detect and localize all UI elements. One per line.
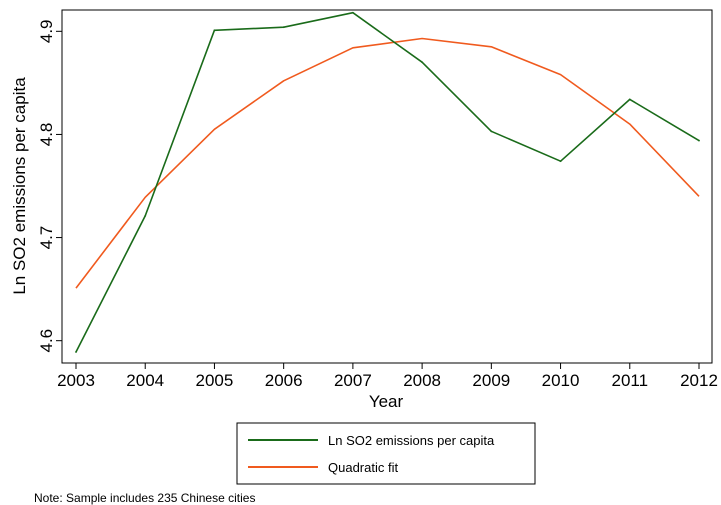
x-axis: 2003 2004 2005 2006 2007 2008 2009 2010 2011 2012 [57,363,718,390]
legend-label-ln-so2: Ln SO2 emissions per capita [328,433,495,448]
data-point [75,351,77,353]
y-axis-title: Ln SO2 emissions per capita [10,77,29,295]
x-tick-label: 2005 [196,371,234,390]
data-point [490,130,493,133]
chart-note: Note: Sample includes 235 Chinese cities [34,491,255,505]
series-layer [75,11,700,353]
x-axis-title: Year [369,392,404,411]
y-tick-label: 4.6 [37,329,56,353]
x-tick-label: 2007 [334,371,372,390]
y-tick-label: 4.9 [37,19,56,43]
data-point [351,11,354,14]
series-line-quadratic-fit [75,37,700,289]
data-point [421,61,424,64]
x-tick-label: 2009 [472,371,510,390]
data-point [144,215,147,217]
plot-area [61,9,713,364]
y-tick-label: 4.7 [37,226,56,250]
legend: Ln SO2 emissions per capita Quadratic fi… [236,422,536,485]
x-tick-label: 2011 [611,371,648,390]
data-point [559,160,562,163]
x-tick-label: 2004 [126,371,164,390]
data-point [628,98,631,101]
x-tick-label: 2006 [265,371,303,390]
x-tick-label: 2012 [680,371,718,390]
x-tick-label: 2003 [57,371,95,390]
y-tick-label: 4.8 [37,123,56,147]
legend-box [236,422,536,485]
y-axis: 4.6 4.7 4.8 4.9 [37,19,62,353]
data-point [698,139,700,142]
data-point [282,26,285,29]
legend-label-quadratic-fit: Quadratic fit [328,460,398,475]
data-point [213,29,216,32]
x-tick-label: 2008 [403,371,441,390]
series-line-ln-so2 [75,11,700,353]
x-tick-label: 2010 [542,371,580,390]
